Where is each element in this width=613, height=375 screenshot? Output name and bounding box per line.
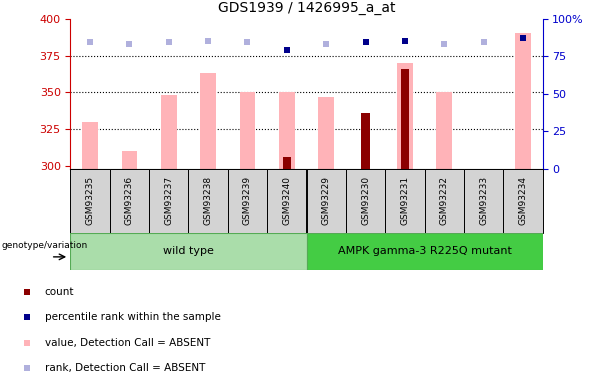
Bar xyxy=(267,169,306,232)
Text: AMPK gamma-3 R225Q mutant: AMPK gamma-3 R225Q mutant xyxy=(338,246,511,256)
Bar xyxy=(161,95,177,169)
Bar xyxy=(149,169,189,232)
Text: rank, Detection Call = ABSENT: rank, Detection Call = ABSENT xyxy=(45,363,205,373)
Bar xyxy=(400,69,409,169)
Bar xyxy=(228,169,267,232)
Bar xyxy=(318,97,334,169)
Text: GSM93232: GSM93232 xyxy=(440,176,449,225)
Bar xyxy=(464,169,503,232)
Text: GSM93231: GSM93231 xyxy=(400,176,409,225)
Text: GSM93233: GSM93233 xyxy=(479,176,488,225)
Bar xyxy=(189,169,228,232)
Bar xyxy=(283,157,291,169)
Bar xyxy=(279,92,295,169)
Text: GSM93237: GSM93237 xyxy=(164,176,173,225)
Text: genotype/variation: genotype/variation xyxy=(1,241,88,250)
Bar xyxy=(200,73,216,169)
Text: value, Detection Call = ABSENT: value, Detection Call = ABSENT xyxy=(45,338,210,348)
Text: GSM93236: GSM93236 xyxy=(125,176,134,225)
Bar xyxy=(385,169,424,232)
Bar xyxy=(306,232,543,270)
Text: percentile rank within the sample: percentile rank within the sample xyxy=(45,312,221,322)
Bar xyxy=(515,33,531,169)
Bar xyxy=(503,169,543,232)
Text: GSM93230: GSM93230 xyxy=(361,176,370,225)
Bar xyxy=(110,169,149,232)
Bar xyxy=(436,92,452,169)
Bar xyxy=(424,169,464,232)
Bar xyxy=(346,169,385,232)
Text: GSM93240: GSM93240 xyxy=(283,176,291,225)
Bar xyxy=(361,113,370,169)
Bar xyxy=(70,232,306,270)
Bar xyxy=(240,92,256,169)
Text: wild type: wild type xyxy=(163,246,214,256)
Text: GSM93239: GSM93239 xyxy=(243,176,252,225)
Title: GDS1939 / 1426995_a_at: GDS1939 / 1426995_a_at xyxy=(218,1,395,15)
Bar xyxy=(82,122,98,169)
Bar xyxy=(121,151,137,169)
Text: count: count xyxy=(45,287,74,297)
Bar xyxy=(306,169,346,232)
Text: GSM93234: GSM93234 xyxy=(519,176,527,225)
Bar xyxy=(397,63,413,169)
Text: GSM93235: GSM93235 xyxy=(86,176,94,225)
Text: GSM93238: GSM93238 xyxy=(204,176,213,225)
Bar xyxy=(70,169,110,232)
Text: GSM93229: GSM93229 xyxy=(322,176,330,225)
